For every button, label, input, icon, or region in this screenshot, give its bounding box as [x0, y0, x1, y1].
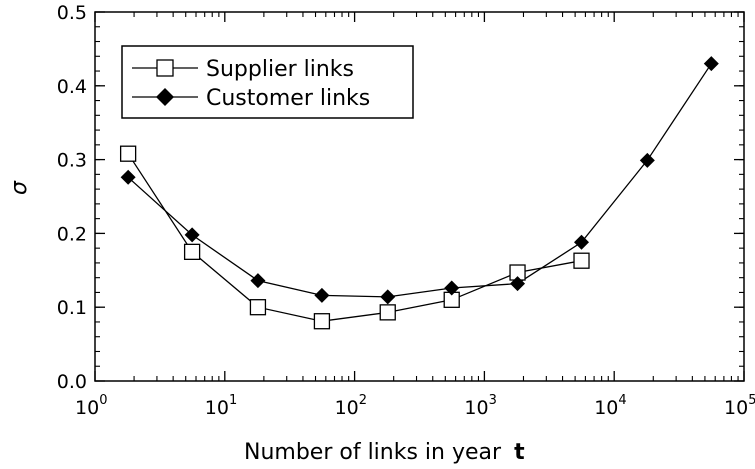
series-lines: [127, 63, 712, 322]
x-tick-exponent: 3: [489, 393, 497, 408]
legend-label-customer: Customer links: [206, 86, 370, 111]
data-point-customer: [639, 152, 655, 168]
data-point-customer: [574, 234, 590, 250]
x-axis-title: Number of links in year t: [244, 440, 525, 465]
series-markers: [119, 56, 719, 330]
x-tick-base: 10: [335, 397, 359, 419]
series-line-supplier: [127, 153, 582, 322]
x-tick-base: 10: [205, 397, 229, 419]
x-tick-exponent: 5: [748, 393, 755, 408]
x-axis-title-text: Number of links in year: [244, 440, 502, 465]
legend-marker-customer: [156, 88, 174, 106]
data-point-customer: [184, 227, 200, 243]
x-tick-exponent: 2: [359, 393, 367, 408]
x-tick-label: 103: [464, 393, 496, 419]
data-point-supplier: [313, 313, 331, 330]
x-tick-base: 10: [75, 397, 99, 419]
y-axis-title: σ: [7, 180, 32, 195]
y-tick-label: 0.1: [57, 297, 87, 319]
x-tick-label: 104: [594, 393, 626, 419]
legend-label-supplier: Supplier links: [206, 57, 354, 82]
data-point-supplier: [379, 304, 396, 321]
y-tick-label: 0.3: [57, 150, 87, 172]
x-tick-label: 101: [205, 393, 237, 419]
legend: Supplier links Customer links: [121, 45, 414, 119]
data-point-customer: [380, 289, 396, 305]
x-tick-label: 105: [724, 393, 755, 419]
data-point-customer: [444, 280, 460, 296]
x-tick-exponent: 1: [229, 393, 237, 408]
y-tick-label: 0.4: [57, 76, 87, 98]
plot-frame: [94, 11, 745, 382]
data-point-supplier: [183, 243, 201, 261]
data-point-supplier: [249, 299, 267, 316]
data-point-customer: [250, 273, 266, 289]
y-tick-label: 0.2: [57, 223, 87, 245]
data-point-customer: [510, 276, 526, 292]
data-point-supplier: [119, 145, 137, 162]
legend-box: [121, 45, 414, 119]
data-point-customer: [314, 287, 330, 303]
series-line-customer: [127, 63, 712, 298]
data-point-customer: [703, 56, 719, 72]
x-tick-label: 102: [335, 393, 367, 419]
x-tick-base: 10: [464, 397, 488, 419]
y-tick-label: 0.5: [57, 2, 87, 24]
y-tick-label: 0.0: [57, 371, 87, 393]
x-tick-base: 10: [594, 397, 618, 419]
x-tick-base: 10: [724, 397, 748, 419]
x-tick-label: 100: [75, 393, 107, 419]
x-tick-exponent: 0: [99, 393, 107, 408]
legend-marker-supplier: [156, 59, 174, 77]
axis-ticks: [94, 11, 745, 382]
x-tick-exponent: 4: [618, 393, 626, 408]
data-point-supplier: [573, 252, 590, 269]
data-point-customer: [120, 169, 136, 185]
x-axis-title-variable: t: [514, 440, 525, 465]
